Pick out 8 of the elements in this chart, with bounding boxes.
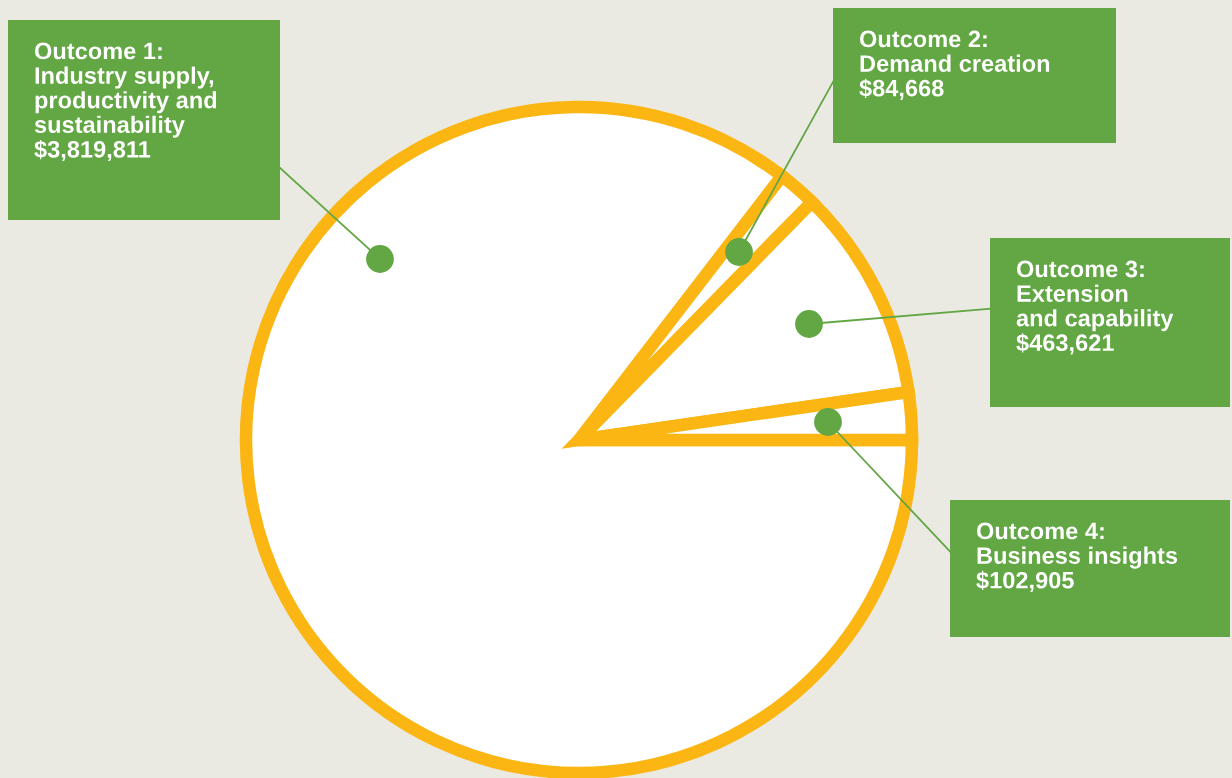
data-label: $463,621	[1016, 333, 1114, 355]
slice-label: Outcome 3: Extension and capability	[1016, 260, 1174, 332]
slice-label: Outcome 2: Demand creation	[859, 30, 1050, 72]
data-label: $84,668	[859, 78, 944, 100]
data-label: $102,905	[976, 570, 1074, 593]
slice-label: Outcome 1: Industry supply, productivity and sustainability	[34, 42, 217, 138]
data-label: $3,819,811	[34, 139, 151, 162]
slice-label: Outcome 4: Business insights	[976, 522, 1178, 569]
